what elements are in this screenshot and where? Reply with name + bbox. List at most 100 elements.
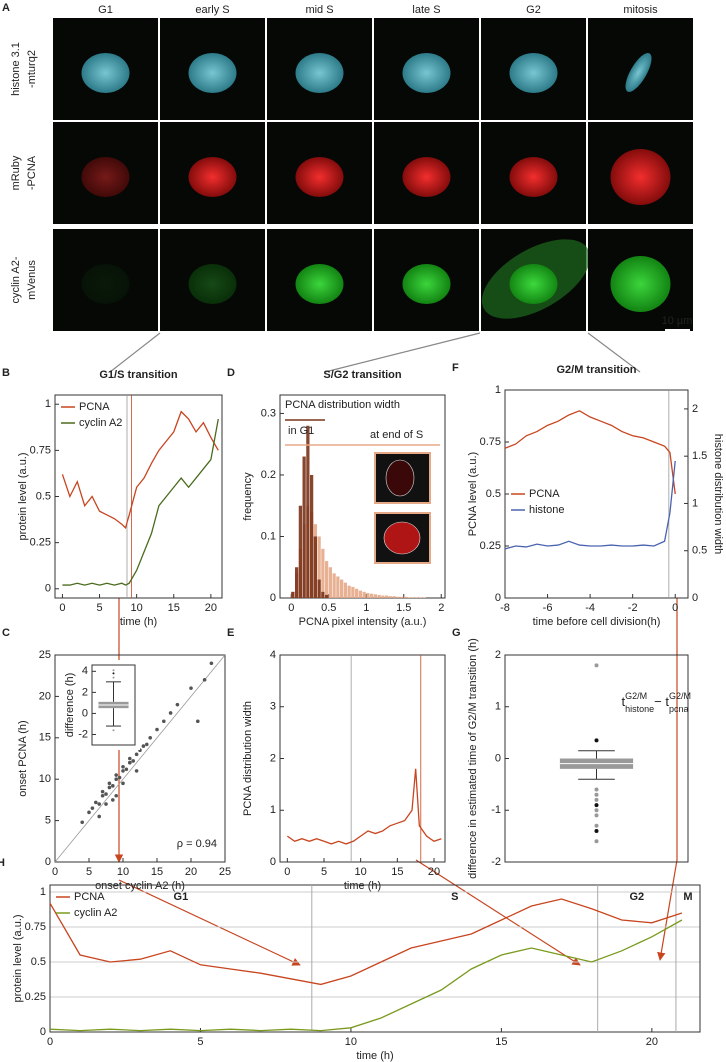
- cell-outline: [383, 521, 421, 555]
- nucleus: [509, 264, 558, 304]
- y-axis-label: protein level (a.u.): [17, 452, 29, 540]
- data-point: [162, 719, 166, 724]
- y-tick-label: 0.25: [25, 991, 46, 1003]
- histogram-bar: [328, 567, 332, 598]
- panel-letter: B: [2, 367, 10, 379]
- histogram-bar: [336, 576, 340, 598]
- histogram-bar: [407, 597, 411, 598]
- x-tick-label: -6: [543, 602, 553, 614]
- histogram-bar: [381, 595, 385, 598]
- column-label: mitosis: [623, 4, 658, 16]
- y2-tick-label: 1.5: [692, 450, 707, 462]
- histogram-bar: [317, 536, 321, 598]
- nucleus: [188, 157, 237, 197]
- annotation: in G1: [288, 425, 314, 437]
- histogram-bar: [325, 561, 329, 598]
- panel-letter: D: [227, 367, 235, 379]
- x-tick-label: 0.5: [321, 602, 336, 614]
- data-line: [61, 410, 219, 530]
- x-tick-label: 15: [168, 602, 180, 614]
- data-line: [504, 460, 676, 550]
- histogram-bar: [422, 597, 426, 598]
- y-axis-label: protein level (a.u.): [12, 914, 24, 1002]
- chart-title: G1/S transition: [99, 369, 178, 381]
- data-point: [141, 744, 146, 748]
- histogram-bar: [388, 596, 392, 598]
- nucleus: [625, 52, 652, 92]
- y-tick-label: 0: [45, 583, 51, 595]
- annotation-part: histone: [625, 704, 654, 714]
- data-point: [111, 798, 115, 802]
- column-label: mid S: [305, 4, 333, 16]
- plot-frame: [91, 664, 136, 746]
- data-point: [155, 727, 159, 732]
- plot-frame: [504, 389, 689, 599]
- y-tick-label: 0.25: [480, 540, 501, 552]
- row-label: histone 3.1: [10, 42, 22, 96]
- x-axis-label: onset cyclin A2 (h): [95, 880, 185, 892]
- histogram-bar: [298, 505, 302, 598]
- histogram-bar: [343, 582, 347, 598]
- nucleus: [509, 53, 558, 93]
- outlier: [594, 803, 599, 808]
- y-tick-label: 2: [495, 649, 501, 661]
- annotation-part: − t: [654, 694, 669, 709]
- legend-label: PCNA: [79, 401, 110, 413]
- nucleus: [81, 53, 130, 93]
- row-label: -PCNA: [26, 155, 38, 190]
- data-point: [121, 769, 125, 773]
- legend-label: histone: [529, 504, 564, 516]
- histogram-bar: [313, 536, 317, 598]
- panel-letter: G: [452, 627, 461, 639]
- x-axis-label: time before cell division(h): [533, 616, 661, 628]
- histogram-bar: [377, 594, 381, 598]
- x-tick-label: 5: [86, 866, 92, 878]
- y2-tick-label: 2: [692, 403, 698, 415]
- scale-bar-label: 10 µm: [662, 315, 693, 327]
- histogram-bar: [362, 591, 366, 598]
- panel-letter: C: [2, 627, 10, 639]
- data-point: [97, 814, 101, 819]
- y-tick-label: 5: [45, 815, 51, 827]
- y-tick-label: 4: [270, 649, 276, 661]
- histogram-bar: [340, 579, 344, 598]
- outlier: [594, 828, 599, 833]
- x-tick-label: 1.5: [396, 602, 411, 614]
- y-tick-label: 0.1: [261, 530, 276, 542]
- y-tick-label: 0: [270, 592, 276, 604]
- x-tick-label: 0: [59, 602, 65, 614]
- data-point: [100, 793, 105, 798]
- y-axis-label: PCNA distribution width: [242, 701, 254, 816]
- y-tick-label: 0: [495, 752, 501, 764]
- x-tick-label: 5: [96, 602, 102, 614]
- phase-label: M: [683, 891, 692, 903]
- x-tick-label: 2: [438, 602, 444, 614]
- nucleus: [402, 264, 451, 304]
- data-point: [114, 793, 118, 798]
- y-tick-label: 0.3: [261, 407, 276, 419]
- y-tick-label: 0: [270, 856, 276, 868]
- y-tick-label: 0.2: [261, 469, 276, 481]
- row-label: mVenus: [26, 260, 38, 300]
- x-axis-label: PCNA pixel intensity (a.u.): [299, 616, 427, 628]
- y-tick-label: -1: [491, 804, 501, 816]
- x-axis-label: time (h): [356, 1050, 393, 1062]
- histogram-bar: [392, 596, 396, 598]
- data-point: [114, 773, 118, 777]
- x-tick-label: 15: [151, 866, 163, 878]
- y-axis-label: PCNA level (a.u.): [467, 452, 479, 536]
- histogram-bar: [415, 597, 419, 598]
- outlier: [594, 792, 599, 797]
- outlier: [594, 663, 599, 668]
- histogram-bar: [403, 596, 407, 598]
- x-tick-label: 0: [672, 602, 678, 614]
- data-point: [209, 661, 214, 666]
- annotation: PCNA distribution width: [285, 399, 400, 411]
- y-tick-label: 0.25: [30, 537, 51, 549]
- data-point: [168, 711, 173, 715]
- data-point: [94, 800, 98, 805]
- connectors: [109, 332, 678, 966]
- y-tick-label: 0: [82, 707, 88, 719]
